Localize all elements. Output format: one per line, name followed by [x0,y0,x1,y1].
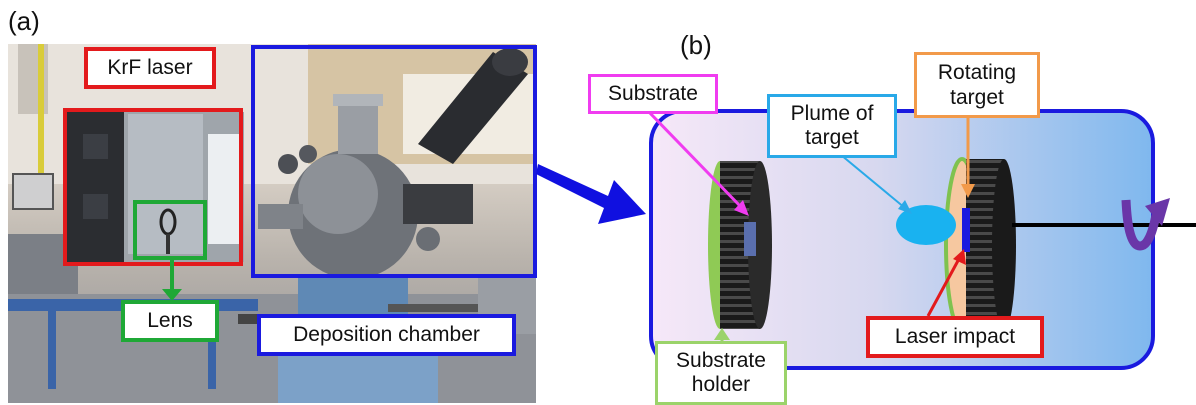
substrate-label: Substrate [588,74,718,114]
substrate-piece [744,222,756,256]
rotating-target-disc [944,157,1016,333]
substrate-holder-label: Substrate holder [655,341,787,405]
substrate-holder-label-line2: holder [691,373,751,396]
deposition-chamber-label: Deposition chamber [257,314,516,356]
rotating-target-label-line1: Rotating [937,61,1017,84]
plume-ellipse [896,205,956,245]
rotating-target-pointer-arrow [961,118,975,198]
krf-laser-label: KrF laser [84,47,216,89]
laser-impact-pointer-arrow [926,249,966,317]
plume-label-line1: Plume of [790,102,874,125]
lens-label: Lens [121,300,219,342]
deposition-chamber-frame [251,45,537,278]
rotating-target-label-line2: target [950,86,1004,109]
plume-label: Plume of target [767,94,897,158]
rotation-arrow-icon [1121,198,1170,251]
lab-photo [8,44,536,403]
plume-label-line2: target [805,126,859,149]
substrate-pointer-arrow [646,109,749,216]
lens-pointer-arrow [162,259,182,301]
plume-pointer-arrow [834,149,912,214]
laser-impact-label: Laser impact [866,316,1044,358]
panel-a-letter: (a) [8,6,40,36]
substrate-holder-label-line1: Substrate [676,349,766,372]
substrate-holder-disc [708,161,772,329]
panel-b-letter: (b) [680,30,712,60]
krf-laser-frame [63,108,243,266]
transition-arrow-icon [536,164,646,224]
target-spot [962,208,970,252]
rotating-target-label: Rotating target [914,52,1040,118]
lens-frame [133,200,207,260]
